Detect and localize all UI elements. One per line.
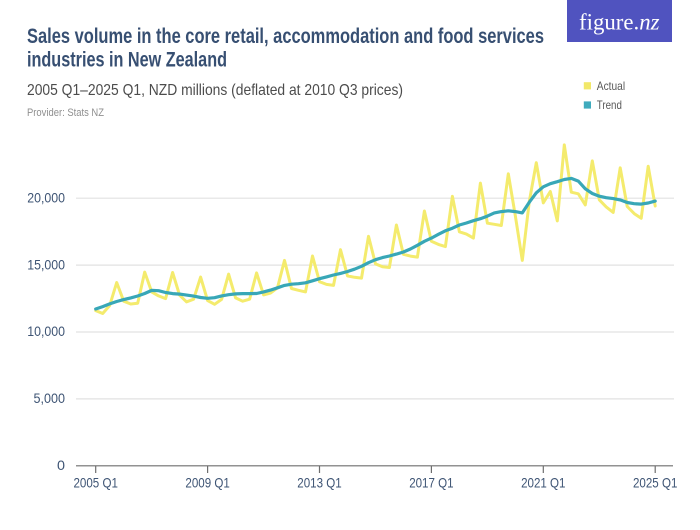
svg-text:industries in New Zealand: industries in New Zealand [27, 49, 227, 72]
svg-text:0: 0 [57, 457, 65, 473]
svg-text:Actual: Actual [597, 79, 625, 93]
svg-text:15,000: 15,000 [27, 256, 65, 272]
svg-text:Trend: Trend [597, 98, 622, 112]
svg-text:2021 Q1: 2021 Q1 [521, 474, 566, 490]
svg-text:2017 Q1: 2017 Q1 [409, 474, 454, 490]
svg-text:Provider: Stats NZ: Provider: Stats NZ [27, 107, 104, 119]
svg-text:5,000: 5,000 [34, 390, 66, 406]
svg-text:figure.nz: figure.nz [579, 10, 660, 36]
svg-text:2013 Q1: 2013 Q1 [297, 474, 342, 490]
svg-text:2005 Q1: 2005 Q1 [73, 474, 118, 490]
svg-text:10,000: 10,000 [27, 323, 65, 339]
svg-text:2009 Q1: 2009 Q1 [185, 474, 230, 490]
svg-text:20,000: 20,000 [27, 189, 65, 205]
svg-text:2005 Q1–2025 Q1, NZD millions: 2005 Q1–2025 Q1, NZD millions (deflated … [27, 82, 403, 99]
svg-text:2025 Q1: 2025 Q1 [633, 474, 678, 490]
svg-text:Sales volume in the core retai: Sales volume in the core retail, accommo… [27, 25, 544, 48]
